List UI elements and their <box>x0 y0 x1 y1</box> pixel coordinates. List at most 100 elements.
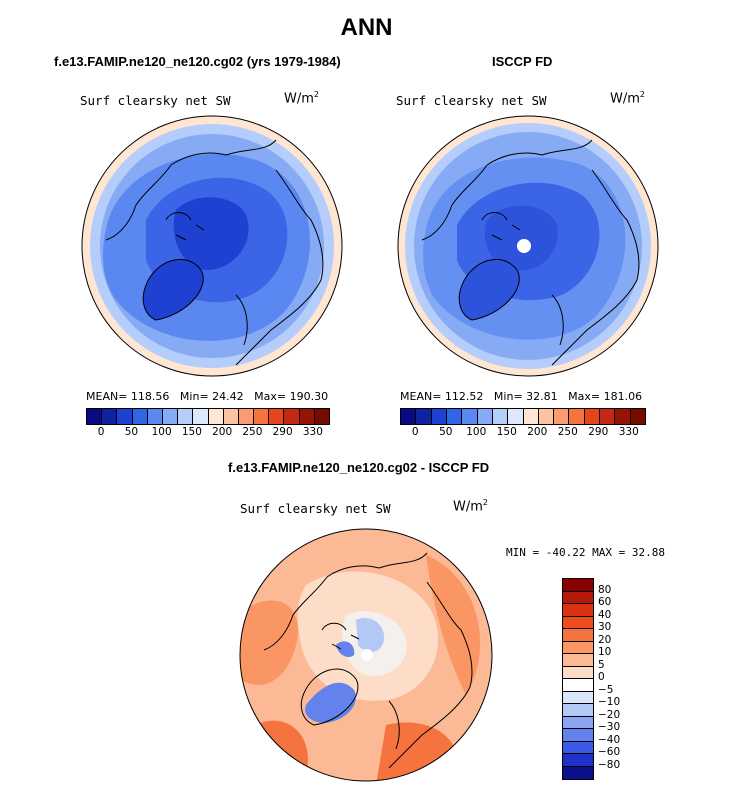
colorbar-tick-label: 290 <box>272 426 293 438</box>
map-observations <box>397 115 659 377</box>
map-difference <box>239 528 493 782</box>
colorbar-swatch <box>314 409 329 424</box>
panel1-min-value: 24.42 <box>212 390 244 403</box>
colorbar-tick-label: 50 <box>439 426 453 438</box>
map-diff-warm-west <box>240 600 298 685</box>
panel1-case-label: f.e13.FAMIP.ne120_ne120.cg02 (yrs 1979-1… <box>54 54 341 69</box>
map-model-boundary <box>81 115 343 377</box>
colorbar-swatch <box>178 409 194 424</box>
colorbar-swatch <box>284 409 300 424</box>
diff-colorbar-tick-label: −80 <box>598 758 621 771</box>
colorbar-swatch <box>208 409 224 424</box>
diff-colorbar-tick-label: −40 <box>598 733 621 746</box>
colorbar-swatch <box>416 409 432 424</box>
panel1-units-base: W/m <box>284 91 314 107</box>
map-diff-boundary <box>239 528 493 782</box>
colorbar-swatch <box>132 409 148 424</box>
diff-max-value: 32.88 <box>631 546 665 559</box>
map-obs-boundary <box>397 115 659 377</box>
diff-minmax: MIN = -40.22 MAX = 32.88 <box>506 546 665 559</box>
diff-colorbar-tick-label: 60 <box>598 596 612 608</box>
colorbar-swatch <box>162 409 179 424</box>
panel1-mean-value: 118.56 <box>130 390 170 403</box>
colorbar-swatch <box>462 409 478 424</box>
diff-colorbar-tick-label: −30 <box>598 721 621 733</box>
colorbar-swatch <box>254 409 270 424</box>
panel1-units-exp: 2 <box>313 90 319 99</box>
diff-colorbar-swatch <box>563 691 593 704</box>
map-diff-cold-archipelago <box>336 641 355 657</box>
colorbar-swatch <box>102 409 118 424</box>
diff-colorbar-tick-label: −60 <box>598 746 621 758</box>
panel1-max-label: Max= <box>254 390 287 403</box>
panel2-units-exp: 2 <box>639 90 645 99</box>
diff-colorbar-swatch <box>563 766 593 779</box>
diff-colorbar-tick-label: 5 <box>598 658 605 671</box>
colorbar-tick-label: 100 <box>466 426 487 438</box>
panel2-units-base: W/m <box>610 91 640 107</box>
colorbar-tick-label: 330 <box>302 426 323 438</box>
colorbar-swatch <box>431 409 447 424</box>
panel1-units: W/m2 <box>284 90 319 106</box>
diff-colorbar-swatch <box>563 729 593 742</box>
diff-colorbar-tick-label: 30 <box>598 621 612 633</box>
map-diff-cold-greenland <box>305 682 356 723</box>
map-diff-coastlines <box>263 552 473 769</box>
diff-min-value: -40.22 <box>545 546 586 559</box>
diff-colorbar-swatch <box>563 591 593 604</box>
panel2-min-value: 32.81 <box>526 390 558 403</box>
colorbar-tick-label: 250 <box>557 426 578 438</box>
map-obs-pole-hole <box>517 239 531 253</box>
diff-colorbar-tick-label: 20 <box>598 633 612 646</box>
panel2-mean-label: MEAN= <box>400 390 442 403</box>
diff-colorbar-swatch <box>563 641 593 654</box>
map-obs-coastlines <box>421 139 640 366</box>
panel2-stats: MEAN= 112.52 Min= 32.81 Max= 181.06 <box>400 390 642 403</box>
colorbar-tick-label: 50 <box>124 426 139 438</box>
diff-colorbar <box>562 578 594 780</box>
diff-colorbar-tick-label: −10 <box>598 696 621 708</box>
colorbar-swatch <box>401 409 417 424</box>
colorbar-tick-label: 0 <box>97 426 105 438</box>
diff-case-label: f.e13.FAMIP.ne120_ne120.cg02 - ISCCP FD <box>228 460 490 475</box>
panel1-stats: MEAN= 118.56 Min= 24.42 Max= 190.30 <box>86 390 328 403</box>
diff-colorbar-swatch <box>563 704 593 717</box>
panel2-max-value: 181.06 <box>603 390 643 403</box>
diff-colorbar-tick-label: −5 <box>598 683 614 696</box>
diff-colorbar-swatch <box>563 604 593 617</box>
colorbar-tick-label: 0 <box>411 426 419 438</box>
map-diff-warm-east <box>426 555 481 695</box>
colorbar-swatch <box>193 409 209 424</box>
colorbar-swatch <box>238 409 255 424</box>
colorbar-swatch <box>584 409 601 424</box>
panel2-case-label: ISCCP FD <box>492 54 553 69</box>
panel2-colorbar <box>400 408 646 425</box>
colorbar-swatch <box>492 409 509 424</box>
map-model <box>81 115 343 377</box>
panel2-variable-label: Surf clearsky net SW <box>396 93 547 108</box>
diff-min-label: MIN = <box>506 546 540 559</box>
colorbar-swatch <box>508 409 524 424</box>
map-model-core-field <box>173 197 249 270</box>
colorbar-swatch <box>299 409 315 424</box>
diff-units-exp: 2 <box>482 498 488 507</box>
colorbar-swatch <box>523 409 539 424</box>
colorbar-swatch <box>446 409 463 424</box>
colorbar-swatch <box>538 409 555 424</box>
colorbar-swatch <box>147 409 163 424</box>
diff-max-label: MAX = <box>592 546 626 559</box>
diff-colorbar-swatch <box>563 616 593 629</box>
colorbar-swatch <box>630 409 645 424</box>
diff-variable-label: Surf clearsky net SW <box>240 501 391 516</box>
panel2-units: W/m2 <box>610 90 645 106</box>
panel1-variable-label: Surf clearsky net SW <box>80 93 231 108</box>
diff-colorbar-swatch <box>563 629 593 642</box>
colorbar-tick-label: 200 <box>212 426 233 438</box>
diff-colorbar-swatch <box>563 716 593 729</box>
colorbar-swatch <box>269 409 285 424</box>
map-diff-cool-patch <box>356 617 385 652</box>
colorbar-swatch <box>477 409 493 424</box>
diff-colorbar-swatch <box>563 741 593 754</box>
colorbar-swatch <box>117 409 133 424</box>
diff-units-base: W/m <box>453 499 483 515</box>
